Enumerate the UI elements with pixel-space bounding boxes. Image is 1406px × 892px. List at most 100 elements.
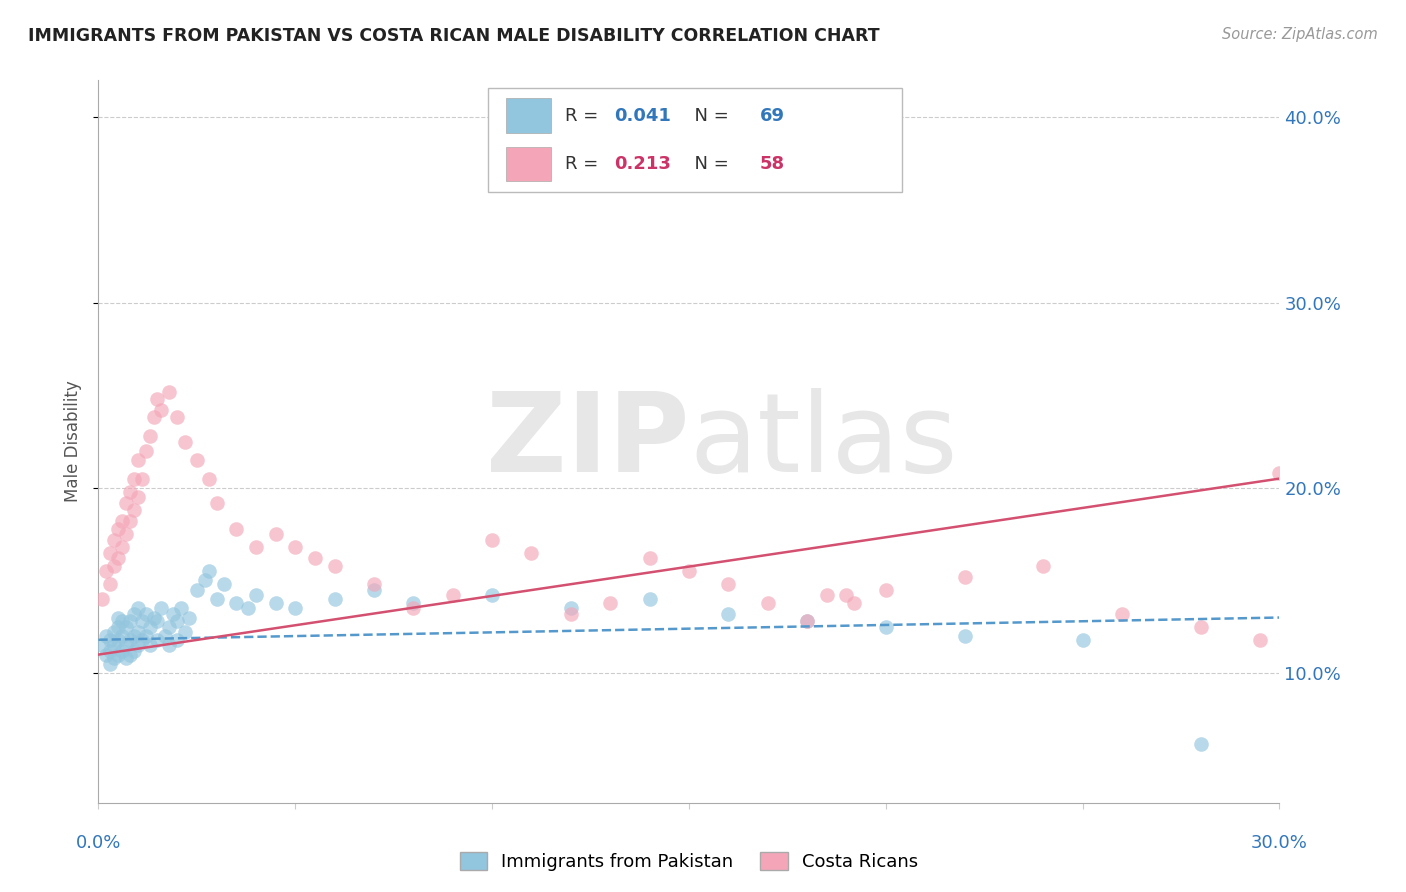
Point — [155, 629, 177, 643]
Text: 0.213: 0.213 — [614, 155, 672, 173]
Point — [1268, 466, 1291, 480]
Point — [111, 514, 134, 528]
Point — [225, 522, 247, 536]
Point — [264, 527, 287, 541]
Text: atlas: atlas — [689, 388, 957, 495]
Point — [135, 607, 157, 621]
Text: 58: 58 — [759, 155, 785, 173]
Point — [142, 410, 165, 425]
Point — [157, 384, 180, 399]
Point — [166, 632, 188, 647]
Point — [560, 601, 582, 615]
Point — [197, 472, 219, 486]
Legend: Immigrants from Pakistan, Costa Ricans: Immigrants from Pakistan, Costa Ricans — [453, 845, 925, 879]
Point — [717, 607, 740, 621]
Point — [122, 503, 145, 517]
Point — [91, 638, 114, 652]
Point — [107, 522, 129, 536]
Point — [150, 601, 173, 615]
Point — [166, 410, 188, 425]
Point — [953, 570, 976, 584]
Point — [481, 533, 503, 547]
Point — [402, 596, 425, 610]
Text: 0.0%: 0.0% — [76, 834, 121, 852]
Point — [146, 392, 169, 406]
Point — [875, 582, 897, 597]
Point — [111, 540, 134, 554]
Point — [135, 443, 157, 458]
Point — [402, 601, 425, 615]
Point — [236, 601, 259, 615]
Point — [111, 614, 134, 628]
Point — [118, 648, 141, 662]
Point — [127, 601, 149, 615]
FancyBboxPatch shape — [506, 146, 551, 181]
Point — [844, 596, 866, 610]
Point — [115, 638, 138, 652]
Point — [122, 629, 145, 643]
Text: 0.041: 0.041 — [614, 107, 672, 125]
Text: 30.0%: 30.0% — [1251, 834, 1308, 852]
Point — [205, 496, 228, 510]
Point — [103, 638, 125, 652]
Point — [520, 546, 543, 560]
Point — [122, 607, 145, 621]
Point — [127, 638, 149, 652]
Point — [205, 592, 228, 607]
Point — [363, 577, 385, 591]
Point — [118, 514, 141, 528]
Text: ZIP: ZIP — [485, 388, 689, 495]
Point — [186, 582, 208, 597]
Point — [146, 614, 169, 628]
Point — [284, 540, 307, 554]
Point — [98, 546, 121, 560]
Point — [1249, 632, 1271, 647]
Point — [638, 551, 661, 566]
Text: R =: R = — [565, 155, 605, 173]
Point — [717, 577, 740, 591]
Point — [1189, 620, 1212, 634]
Point — [98, 657, 121, 671]
Point — [186, 453, 208, 467]
Point — [111, 629, 134, 643]
Point — [441, 588, 464, 602]
Point — [481, 588, 503, 602]
Point — [756, 596, 779, 610]
Point — [264, 596, 287, 610]
Text: N =: N = — [683, 107, 734, 125]
Point — [174, 625, 197, 640]
Text: 69: 69 — [759, 107, 785, 125]
Point — [127, 625, 149, 640]
Point — [142, 610, 165, 624]
Point — [103, 533, 125, 547]
Point — [103, 625, 125, 640]
Text: IMMIGRANTS FROM PAKISTAN VS COSTA RICAN MALE DISABILITY CORRELATION CHART: IMMIGRANTS FROM PAKISTAN VS COSTA RICAN … — [28, 27, 880, 45]
Point — [284, 601, 307, 615]
Point — [150, 403, 173, 417]
Point — [91, 592, 114, 607]
FancyBboxPatch shape — [506, 98, 551, 133]
Point — [98, 632, 121, 647]
Point — [304, 551, 326, 566]
Point — [96, 629, 118, 643]
Point — [115, 651, 138, 665]
Point — [103, 558, 125, 573]
Point — [162, 607, 184, 621]
Point — [166, 614, 188, 628]
Point — [157, 620, 180, 634]
Point — [98, 577, 121, 591]
Point — [118, 632, 141, 647]
Point — [96, 648, 118, 662]
Point — [146, 632, 169, 647]
Point — [131, 472, 153, 486]
Text: R =: R = — [565, 107, 605, 125]
Point — [796, 614, 818, 628]
Point — [115, 527, 138, 541]
Point — [122, 644, 145, 658]
Text: N =: N = — [683, 155, 734, 173]
Point — [835, 588, 858, 602]
Point — [115, 496, 138, 510]
Point — [796, 614, 818, 628]
Point — [96, 564, 118, 578]
Point — [107, 648, 129, 662]
